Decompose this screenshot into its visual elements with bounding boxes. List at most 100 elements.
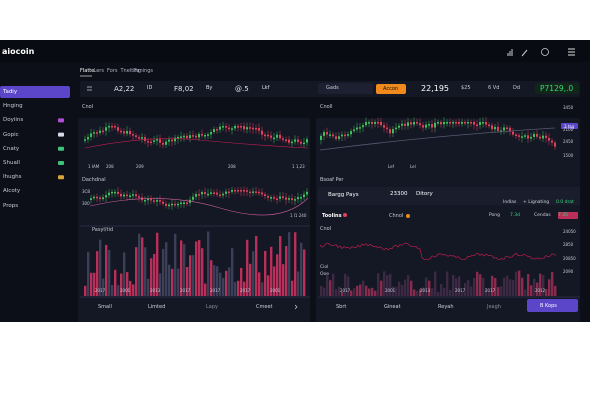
toolbar-item[interactable]: Lkf	[262, 85, 270, 91]
candle	[548, 137, 550, 141]
candle	[102, 197, 104, 200]
candle	[168, 139, 170, 142]
order-button[interactable]: Small	[98, 304, 112, 310]
axis-label: 24050	[563, 229, 576, 234]
volume-bar	[365, 285, 368, 296]
toolbar-item[interactable]: Dd	[513, 85, 521, 91]
volume-bar	[350, 290, 353, 296]
candle	[177, 203, 179, 206]
candle	[434, 122, 436, 128]
volume-bar	[464, 282, 467, 296]
candle	[258, 191, 260, 194]
toolbar-item[interactable]: A2,22	[114, 85, 135, 93]
candle	[93, 132, 95, 134]
link[interactable]: + Lignating	[523, 200, 550, 205]
label: Cnoll	[320, 104, 333, 110]
volume-bar	[548, 279, 551, 296]
axis-label: 2450	[563, 139, 574, 144]
link[interactable]: Indlas	[503, 200, 517, 205]
volume-bar	[359, 284, 362, 296]
app-window: aiocoin Tadiy Hnging Doyiins Gopic Cnaty Shual…	[0, 40, 590, 322]
candle	[270, 135, 272, 138]
line-series	[319, 242, 557, 260]
label: Ditory	[416, 191, 433, 197]
volume-bar	[90, 272, 93, 296]
icon-list	[87, 86, 92, 91]
sidebar-item[interactable]: Props	[3, 202, 19, 209]
sidebar-item[interactable]: Doyiins	[3, 117, 24, 124]
badge	[406, 214, 410, 218]
top-bar	[0, 40, 590, 62]
volume-bar	[500, 286, 503, 296]
toolbar-item[interactable]: $25	[461, 85, 471, 91]
toolbar-item[interactable]: F8,02	[174, 85, 194, 93]
sidebar-badge	[58, 132, 64, 137]
order-button[interactable]: Reyah	[438, 304, 454, 310]
sidebar-active	[0, 86, 70, 98]
candle	[524, 135, 526, 137]
volume-bar	[168, 264, 171, 296]
link[interactable]: 0.0 drat	[556, 200, 574, 205]
candle	[306, 191, 308, 195]
order-button[interactable]: Cmeet	[256, 304, 273, 310]
volume-bar	[120, 273, 123, 296]
tab[interactable]: Lers	[93, 68, 104, 74]
tab[interactable]: Toolins	[322, 213, 342, 219]
toolbar-item[interactable]: By	[206, 85, 213, 91]
label: Bargg Pays	[328, 192, 359, 198]
toolbar-item[interactable]: @.5	[235, 85, 249, 93]
candle	[180, 202, 182, 205]
volume-bar	[386, 275, 389, 296]
price-tag-label: 3 tsq	[564, 123, 575, 129]
volume-bar	[171, 268, 174, 296]
volume-bar	[530, 285, 533, 296]
candle	[440, 122, 442, 125]
volume-bar	[554, 285, 557, 296]
sidebar-item[interactable]: Cnaty	[3, 145, 20, 152]
sidebar-item[interactable]: Alcoty	[3, 188, 21, 195]
order-button[interactable]: Lapy	[206, 304, 218, 310]
tab[interactable]: Fanings	[134, 68, 153, 74]
tab[interactable]: Chnol	[389, 213, 404, 219]
search[interactable]: Gads	[326, 85, 339, 91]
toolbar-item[interactable]: 6 Vd	[488, 85, 500, 91]
volume-bar	[255, 235, 258, 296]
tab[interactable]: Fors	[107, 68, 118, 74]
candle	[135, 135, 137, 138]
order-button[interactable]: Gineat	[384, 304, 401, 310]
order-button[interactable]: Limted	[148, 304, 166, 310]
axis-label: 20850	[563, 256, 576, 261]
candle	[87, 136, 89, 140]
sidebar-item[interactable]: Hnging	[3, 103, 23, 110]
volume-bar	[285, 246, 288, 296]
axis-label: 2017	[210, 288, 221, 293]
volume-bar	[213, 265, 216, 296]
label: 23300	[390, 191, 408, 197]
sidebar-item[interactable]: Tadiy	[3, 89, 18, 95]
candle	[195, 194, 197, 197]
label: Cnol	[82, 104, 94, 110]
volume-bar	[512, 280, 515, 296]
sidebar-item[interactable]: Shuall	[3, 160, 20, 166]
stat-badge	[558, 212, 578, 219]
volume-bar	[216, 266, 219, 296]
volume-bar	[536, 282, 539, 296]
sidebar-item[interactable]: Ihughs	[3, 174, 22, 181]
button[interactable]: B Kops	[540, 303, 557, 309]
tab[interactable]: Flatte	[80, 68, 95, 74]
candle	[222, 126, 224, 128]
order-button[interactable]: Sbrt	[336, 304, 347, 310]
sidebar-item[interactable]: Gopic	[3, 131, 19, 138]
tab[interactable]: Tnelting	[120, 68, 141, 74]
volume-bar	[353, 288, 356, 296]
candle	[90, 133, 92, 137]
info-row	[318, 187, 580, 205]
candle	[90, 198, 92, 200]
order-button[interactable]: Jeagh	[487, 304, 501, 310]
toolbar-item[interactable]: ID	[147, 85, 153, 91]
button[interactable]: Accon	[383, 85, 399, 92]
volume-bar	[246, 239, 249, 296]
candle	[264, 194, 266, 197]
volume-bar	[180, 240, 183, 296]
candle	[177, 137, 179, 139]
